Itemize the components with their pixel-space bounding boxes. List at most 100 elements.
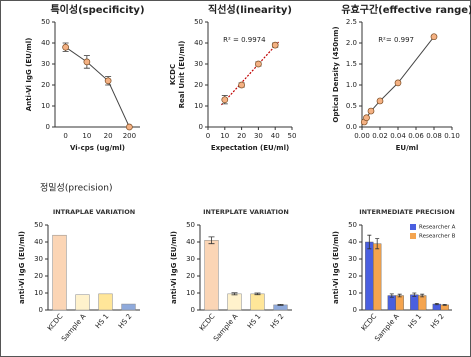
x-axis-label: Expectation (EU/ml) xyxy=(211,144,289,152)
bar xyxy=(75,294,90,311)
y-tick-label: 2.0 xyxy=(346,39,357,47)
x-tick-label: HS 1 xyxy=(246,312,263,330)
x-tick-label: 0.00 xyxy=(354,132,370,140)
y-tick-label: 10 xyxy=(194,102,203,110)
y-tick-label: 0.5 xyxy=(346,102,357,110)
y-tick-label: 30 xyxy=(41,60,50,68)
y-tick-label: 20 xyxy=(34,272,43,280)
line xyxy=(363,36,435,123)
point xyxy=(104,77,112,85)
y-tick-label: 40 xyxy=(34,238,43,246)
x-tick-label: 0.08 xyxy=(426,132,442,140)
y-tick-label: 20 xyxy=(41,81,50,89)
chart-title: INTERMEDIATE PRECISION xyxy=(359,208,455,216)
x-tick-label: 30 xyxy=(254,132,263,140)
x-tick-label: 40 xyxy=(271,132,280,140)
y-tick-label: 20 xyxy=(348,272,357,280)
x-tick-label: 50 xyxy=(288,132,297,140)
y-axis-label: Real Unit (EU/ml) xyxy=(178,41,186,109)
x-tick-label: 0.06 xyxy=(408,132,424,140)
point xyxy=(271,41,279,49)
x-tick-label: HS 1 xyxy=(407,312,424,330)
y-tick-label: 0.0 xyxy=(346,123,357,131)
bar xyxy=(387,295,396,311)
y-tick-label: 50 xyxy=(348,221,357,229)
bar xyxy=(395,295,404,311)
y-tick-label: 30 xyxy=(34,255,43,263)
error-bar xyxy=(231,292,238,296)
y-axis-label: anti-Vi IgG (EU/ml) xyxy=(170,231,178,304)
y-tick-label: 10 xyxy=(348,289,357,297)
x-tick-label: 0.04 xyxy=(390,132,406,140)
y-tick-label: 40 xyxy=(348,238,357,246)
y-tick-label: 30 xyxy=(194,60,203,68)
y-tick-label: 10 xyxy=(41,102,50,110)
error-bar xyxy=(412,292,417,297)
y-axis-label: anti-Vi IgG (EU/ml) xyxy=(18,231,26,304)
annotation: R² = 0.9974 xyxy=(223,36,266,44)
x-tick-label: 20 xyxy=(237,132,246,140)
bar xyxy=(250,293,265,311)
point xyxy=(221,96,229,104)
line xyxy=(65,46,130,128)
x-tick-label: HS 2 xyxy=(269,312,286,330)
chart-title: 직선성(linearity) xyxy=(208,3,292,16)
y-tick-label: 10 xyxy=(186,289,195,297)
error-bar xyxy=(420,293,425,298)
x-tick-label: Sample A xyxy=(212,312,240,343)
y-tick-label: 50 xyxy=(34,221,43,229)
bar xyxy=(373,243,382,311)
y-tick-label: 30 xyxy=(186,255,195,263)
point xyxy=(255,60,262,68)
point xyxy=(83,58,91,66)
x-tick-label: 20 xyxy=(104,132,113,140)
error-bar xyxy=(434,302,439,306)
legend-label: Researcher B xyxy=(419,234,456,240)
y-tick-label: 40 xyxy=(186,238,195,246)
point xyxy=(126,123,133,131)
x-axis-label: EU/ml xyxy=(396,144,419,152)
y-tick-label: 10 xyxy=(34,289,43,297)
error-bar xyxy=(367,234,372,250)
y-axis-label: KCDC xyxy=(169,64,177,85)
x-axis-label: Vi-cps (ug/ml) xyxy=(70,144,125,152)
error-bar xyxy=(375,238,380,250)
x-tick-label: 0.02 xyxy=(372,132,388,140)
x-tick-label: HS 1 xyxy=(94,312,111,330)
bar xyxy=(418,295,427,311)
y-tick-label: 0 xyxy=(191,306,195,314)
point xyxy=(238,81,245,89)
y-tick-label: 1.5 xyxy=(346,60,357,68)
error-bar xyxy=(397,293,402,298)
chart-title: INTERPLATE VARIATION xyxy=(203,208,289,216)
y-tick-label: 0 xyxy=(46,123,50,131)
legend-swatch xyxy=(410,233,416,239)
bar xyxy=(52,234,67,311)
error-bar xyxy=(277,303,284,306)
legend-label: Researcher A xyxy=(419,225,456,231)
point xyxy=(376,97,384,105)
x-tick-label: 0.10 xyxy=(444,132,460,140)
point xyxy=(363,114,370,122)
y-tick-label: 0 xyxy=(353,306,357,314)
y-tick-label: 50 xyxy=(41,18,50,26)
y-tick-label: 0 xyxy=(199,123,203,131)
y-tick-label: 2.5 xyxy=(346,18,357,26)
y-axis-label: Optical Density (450nm) xyxy=(332,26,340,122)
point xyxy=(62,43,69,51)
trendline xyxy=(220,41,280,106)
error-bar xyxy=(254,292,261,296)
x-tick-label: HS 2 xyxy=(429,312,446,330)
y-tick-label: 30 xyxy=(348,255,357,263)
x-tick-label: 10 xyxy=(220,132,229,140)
x-tick-label: 200 xyxy=(123,132,136,140)
x-tick-label: HS 2 xyxy=(117,312,134,330)
error-bar xyxy=(442,303,447,306)
x-tick-label: 0 xyxy=(63,132,67,140)
x-tick-label: 10 xyxy=(82,132,91,140)
x-tick-label: KCDC xyxy=(46,312,65,332)
y-tick-label: 20 xyxy=(186,272,195,280)
point xyxy=(394,79,402,87)
legend-swatch xyxy=(410,224,416,230)
